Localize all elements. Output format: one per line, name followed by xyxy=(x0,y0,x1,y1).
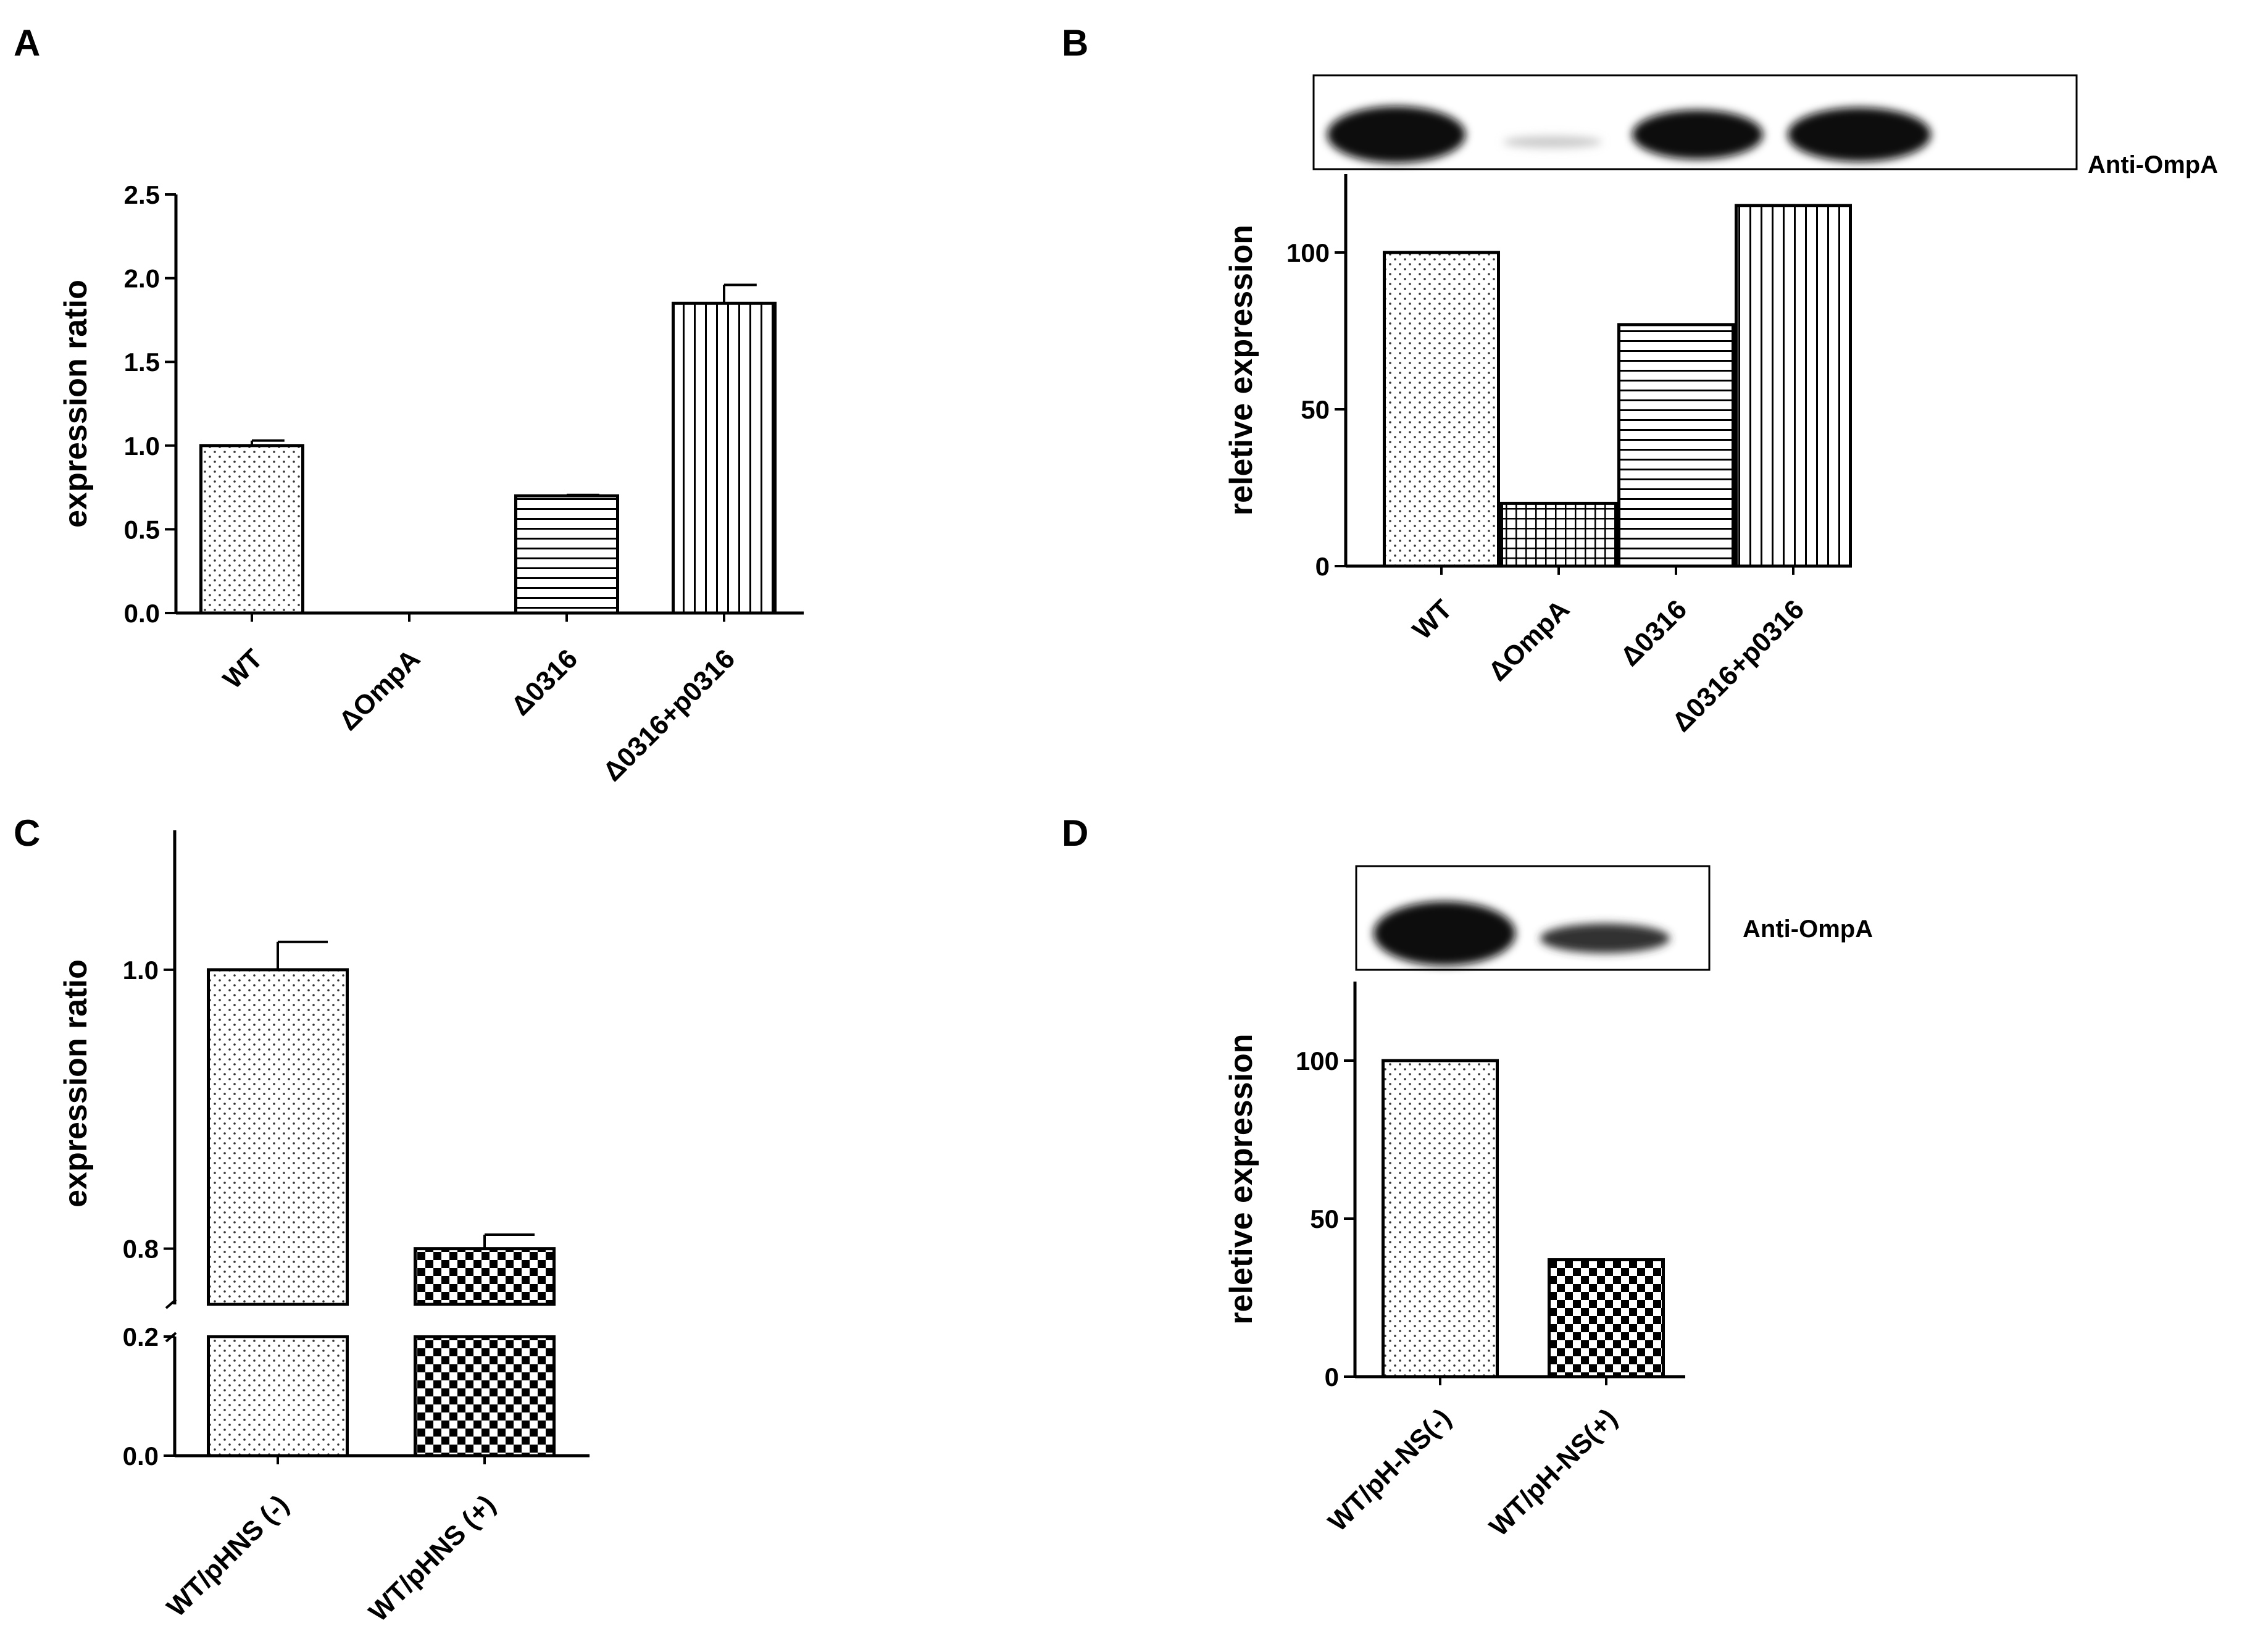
x-tick-label-3: Δ0316 xyxy=(1615,594,1693,672)
x-tick-label-2: WT/pH-NS(+) xyxy=(1483,1403,1623,1542)
bar-1 xyxy=(199,444,304,615)
y-tick-label-4: 1.0 xyxy=(123,956,159,985)
bar-1 xyxy=(1382,1059,1499,1379)
bar-2 xyxy=(414,1247,556,1306)
western-blot-b: Anti-OmpA xyxy=(1312,74,2218,178)
blot-label-b: Anti-OmpA xyxy=(2088,151,2218,178)
x-tick-label-3: Δ0316 xyxy=(506,643,583,721)
y-tick-label-3: 0.8 xyxy=(123,1235,159,1264)
x-tick-label-2: WT/pHNS (+) xyxy=(363,1489,501,1627)
panel-label-b: B xyxy=(1062,22,1088,64)
chart-c: WT/pHNS (-) WT/pHNS (+) 0.0 0.2 0.8 1.0 expres… xyxy=(58,830,590,1627)
bar-2-lower xyxy=(414,1335,556,1458)
panel-label-a: A xyxy=(14,22,40,64)
bar-1 xyxy=(1383,251,1500,568)
bar-2 xyxy=(1548,1258,1665,1379)
chart-d: WT/pH-NS(-) WT/pH-NS(+) 0 50 100 reletive exp… xyxy=(1223,982,1685,1542)
y-tick-label-3: 100 xyxy=(1286,238,1330,267)
y-tick-label-2: 0.5 xyxy=(124,515,160,544)
y-tick-label-4: 1.5 xyxy=(124,348,160,377)
bar-3 xyxy=(514,494,619,615)
panel-label-c: C xyxy=(14,812,40,854)
x-tick-label-4: Δ0316+p0316 xyxy=(597,643,741,787)
axis-break-gap xyxy=(204,1306,574,1335)
axis-break-mark-upper xyxy=(165,1298,177,1309)
bar-3 xyxy=(1617,323,1735,568)
bar-1-lower xyxy=(207,1335,349,1458)
y-tick-label-1: 0 xyxy=(1325,1362,1339,1391)
x-tick-label-1: WT/pHNS (-) xyxy=(161,1489,294,1622)
x-tick-label-2: ΔOmpA xyxy=(1483,594,1575,686)
bar-2 xyxy=(1500,501,1617,568)
x-tick-label-1: WT xyxy=(217,643,269,695)
y-axis-label: reletive expression xyxy=(1223,225,1259,515)
blot-label-d: Anti-OmpA xyxy=(1743,916,1873,943)
y-tick-label-6: 2.5 xyxy=(124,180,160,209)
x-tick-label-2: ΔOmpA xyxy=(333,643,426,736)
y-tick-label-1: 0.0 xyxy=(124,599,160,628)
y-tick-label-2: 50 xyxy=(1301,395,1330,424)
western-blot-d: Anti-OmpA xyxy=(1355,865,1873,971)
y-tick-label-1: 0 xyxy=(1315,552,1330,581)
chart-a: WT ΔOmpA Δ0316 Δ0316+p0316 0.0 0.5 1.0 1.5 2.0 2.… xyxy=(58,180,804,787)
y-tick-label-3: 1.0 xyxy=(124,432,160,461)
y-tick-label-2: 0.2 xyxy=(123,1322,159,1351)
panel-label-d: D xyxy=(1062,812,1088,854)
y-tick-label-1: 0.0 xyxy=(123,1441,159,1471)
x-tick-label-1: WT/pH-NS(-) xyxy=(1322,1403,1457,1537)
y-tick-label-5: 2.0 xyxy=(124,264,160,293)
y-tick-label-3: 100 xyxy=(1296,1046,1339,1075)
x-tick-label-1: WT xyxy=(1407,594,1458,645)
y-axis-label: reletive expression xyxy=(1223,1033,1259,1324)
y-axis-label: expression ratio xyxy=(58,959,94,1208)
y-tick-label-2: 50 xyxy=(1310,1204,1339,1233)
y-axis-label: expression ratio xyxy=(58,280,94,528)
bar-4 xyxy=(1735,204,1852,568)
bar-1 xyxy=(207,968,349,1306)
bar-4 xyxy=(672,301,777,615)
